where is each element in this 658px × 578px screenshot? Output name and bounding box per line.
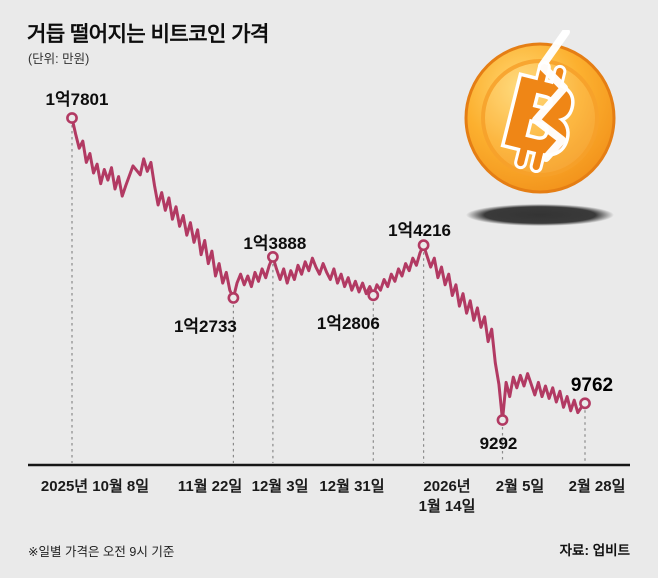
footnote: ※일별 가격은 오전 9시 기준 bbox=[28, 545, 175, 559]
crack-icon bbox=[532, 30, 570, 162]
data-point-marker bbox=[367, 289, 380, 302]
page-title: 거듭 떨어지는 비트코인 가격 bbox=[27, 23, 269, 46]
bitcoin-coin-icon: B bbox=[464, 30, 616, 226]
axis-label-feb28: 2월 28일 bbox=[568, 478, 626, 495]
axis-label-oct8: 2025년 10월 8일 bbox=[40, 478, 150, 495]
axis-label-nov22: 11월 22일 bbox=[177, 478, 243, 495]
data-point-marker bbox=[66, 112, 78, 124]
price-label-oct8: 1억7801 bbox=[45, 90, 109, 109]
data-point-markers bbox=[66, 112, 591, 426]
price-label-nov22: 1억2733 bbox=[173, 316, 237, 336]
data-point-marker bbox=[417, 239, 430, 252]
axis-label-feb5: 2월 5일 bbox=[495, 478, 545, 495]
price-label-dec3: 1억3888 bbox=[243, 233, 307, 253]
axis-label-jan14: 2026년 1월 14일 bbox=[418, 478, 476, 515]
axis-label-dec3: 12월 3일 bbox=[251, 478, 309, 495]
dashed-guide-lines bbox=[71, 125, 586, 463]
price-label-feb5: 9292 bbox=[479, 434, 518, 453]
data-point-marker bbox=[579, 397, 591, 410]
price-label-dec31: 1억2806 bbox=[316, 314, 380, 334]
price-label-jan14: 1억4216 bbox=[388, 221, 452, 241]
unit-label: (단위: 만원) bbox=[28, 52, 90, 66]
data-point-marker bbox=[496, 414, 509, 426]
data-point-marker bbox=[266, 250, 279, 263]
price-line bbox=[70, 116, 587, 422]
axis-label-dec31: 12월 31일 bbox=[319, 478, 385, 495]
source-credit: 자료: 업비트 bbox=[559, 543, 630, 558]
data-point-marker bbox=[227, 291, 240, 304]
price-label-feb28: 9762 bbox=[570, 375, 614, 397]
coin-shadow bbox=[466, 204, 614, 226]
